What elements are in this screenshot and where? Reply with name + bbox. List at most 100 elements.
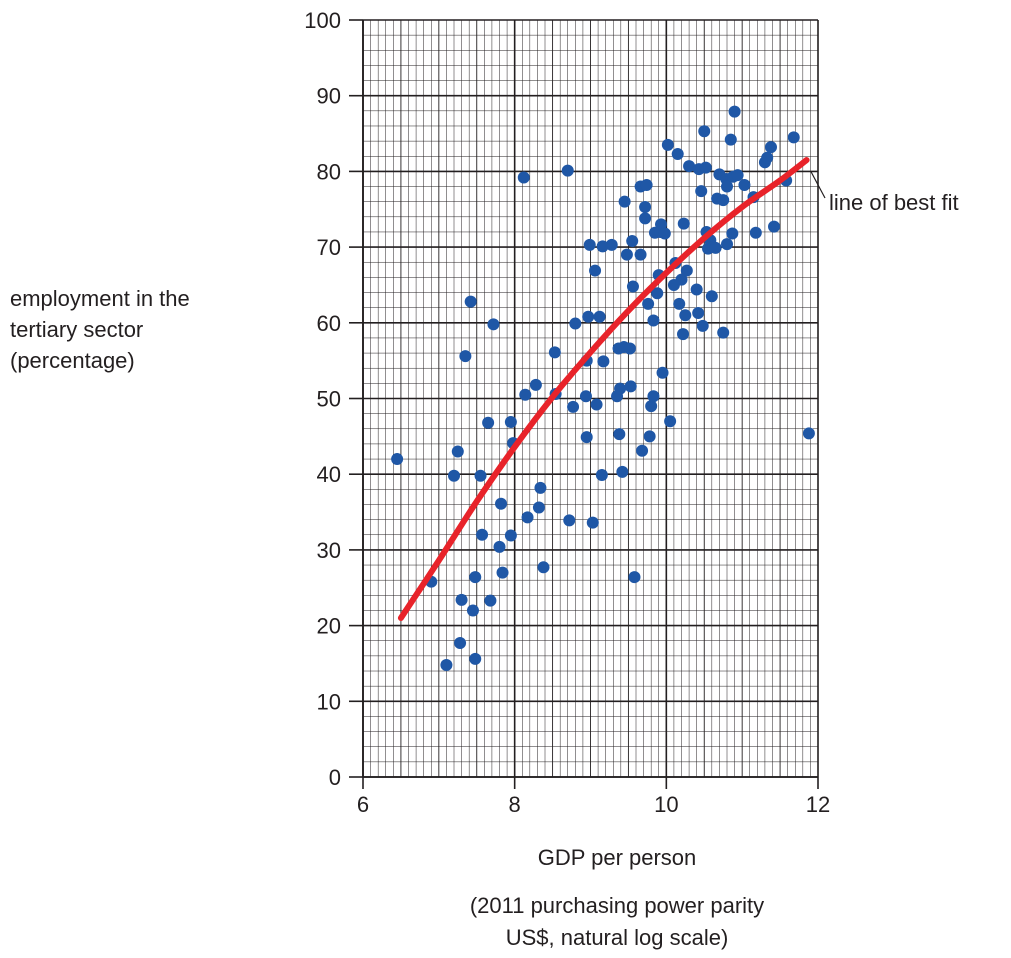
data-point xyxy=(642,297,655,310)
y-tick-label: 0 xyxy=(329,765,341,790)
data-point xyxy=(459,350,472,363)
data-point xyxy=(690,283,703,296)
data-point xyxy=(616,465,629,478)
data-point xyxy=(761,151,774,164)
data-point xyxy=(618,195,631,208)
data-point xyxy=(664,415,677,428)
data-point xyxy=(647,390,660,403)
data-point xyxy=(537,561,550,574)
data-point xyxy=(724,133,737,146)
data-point xyxy=(484,594,497,607)
data-point xyxy=(582,310,595,323)
data-point xyxy=(548,346,561,359)
data-point xyxy=(639,200,652,213)
fit-label-leader-line xyxy=(810,171,826,199)
data-point xyxy=(645,400,658,413)
data-point xyxy=(597,355,610,368)
x-axis-note: (2011 purchasing power parity US$, natur… xyxy=(367,890,867,954)
data-point xyxy=(493,540,506,553)
data-point xyxy=(787,131,800,144)
data-point xyxy=(643,430,656,443)
data-point xyxy=(567,400,580,413)
data-point xyxy=(699,161,712,174)
data-point xyxy=(679,309,692,322)
data-point xyxy=(620,248,633,261)
y-axis-label-line: (percentage) xyxy=(10,348,135,373)
data-point xyxy=(589,264,602,277)
y-tick-label: 40 xyxy=(317,462,341,487)
data-point xyxy=(661,138,674,151)
data-point xyxy=(579,390,592,403)
data-point xyxy=(655,218,668,231)
data-point xyxy=(768,220,781,233)
data-point xyxy=(519,388,532,401)
data-point xyxy=(561,164,574,177)
y-tick-label: 20 xyxy=(317,614,341,639)
y-tick-label: 50 xyxy=(317,387,341,412)
y-tick-label: 30 xyxy=(317,538,341,563)
data-point xyxy=(529,378,542,391)
data-point xyxy=(624,380,637,393)
data-point xyxy=(651,287,664,300)
data-point xyxy=(496,566,509,579)
data-point xyxy=(647,314,660,327)
data-point xyxy=(680,264,693,277)
data-point xyxy=(521,511,534,524)
data-point xyxy=(677,217,690,230)
y-tick-label: 100 xyxy=(304,8,341,33)
data-point xyxy=(673,297,686,310)
best-fit-annotation: line of best fit xyxy=(829,190,959,215)
data-point xyxy=(677,328,690,341)
data-point xyxy=(563,514,576,527)
data-point xyxy=(692,306,705,319)
data-point xyxy=(451,445,464,458)
data-point xyxy=(455,593,468,606)
data-point xyxy=(639,212,652,225)
data-point xyxy=(464,295,477,308)
data-point xyxy=(482,416,495,429)
y-tick-label: 90 xyxy=(317,84,341,109)
data-point xyxy=(595,468,608,481)
x-axis-label: GDP per person xyxy=(537,845,697,870)
data-point xyxy=(440,658,453,671)
data-point xyxy=(448,469,460,482)
data-point xyxy=(721,180,733,193)
y-axis-label-line: tertiary sector xyxy=(10,317,144,342)
data-point xyxy=(802,427,815,440)
data-point xyxy=(569,317,582,330)
y-tick-labels: 0 10 20 30 40 50 60 70 80 90 100 xyxy=(304,8,363,790)
data-point xyxy=(534,481,547,494)
data-point xyxy=(466,604,479,617)
data-point xyxy=(717,194,730,207)
data-point xyxy=(636,444,649,457)
data-point xyxy=(626,280,639,293)
data-point xyxy=(749,226,762,239)
data-point xyxy=(487,318,500,331)
data-point xyxy=(469,652,482,665)
data-point xyxy=(605,238,618,251)
data-point xyxy=(474,469,487,482)
data-point xyxy=(695,185,708,198)
y-tick-label: 70 xyxy=(317,235,341,260)
data-point xyxy=(593,310,606,323)
x-tick-label: 10 xyxy=(654,792,678,817)
data-point xyxy=(613,428,626,441)
x-tick-label: 12 xyxy=(806,792,830,817)
data-point xyxy=(596,240,609,253)
data-point xyxy=(469,571,482,584)
x-axis-note-line: (2011 purchasing power parity xyxy=(469,893,765,918)
data-points xyxy=(391,105,815,671)
data-point xyxy=(495,497,508,510)
x-axis-note-line: US$, natural log scale) xyxy=(505,925,729,950)
data-point xyxy=(731,169,744,182)
data-point xyxy=(709,241,722,254)
data-point xyxy=(698,125,711,138)
data-point xyxy=(717,326,730,339)
data-point xyxy=(675,273,688,286)
x-tick-labels: 6 8 10 12 xyxy=(357,777,830,817)
data-point xyxy=(658,227,671,240)
data-point xyxy=(517,171,530,184)
data-point xyxy=(728,105,741,118)
best-fit-line xyxy=(397,157,810,622)
x-tick-label: 6 xyxy=(357,792,369,817)
